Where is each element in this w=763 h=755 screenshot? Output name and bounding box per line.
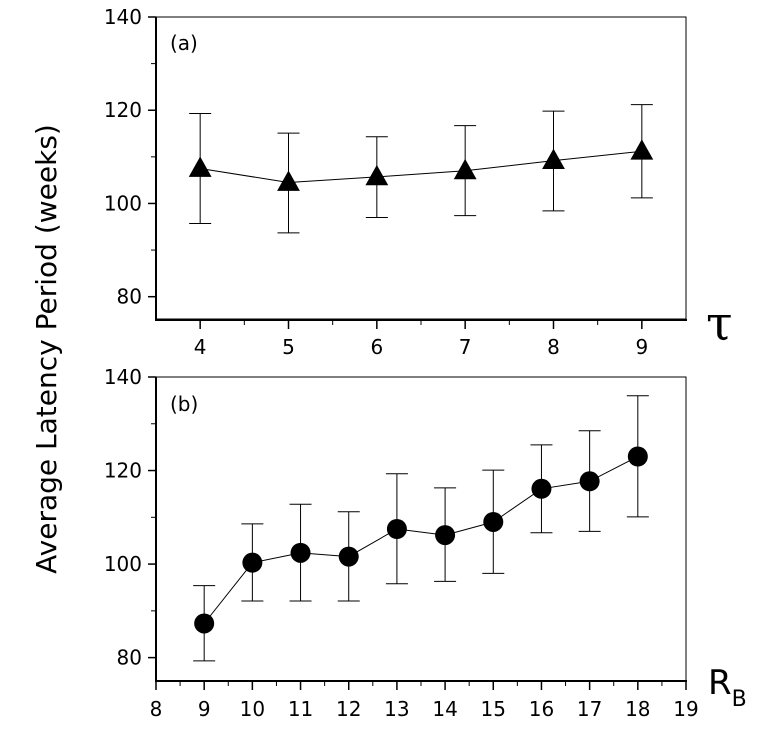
panel-b-x-tick-label: 18	[625, 697, 650, 721]
panel-b: 8 9 10 11 12 13 14 15 16 17 18 19 80 100 120 140 (b) RB	[104, 365, 747, 721]
panel-a-x-tick-label: 8	[547, 335, 560, 359]
panel-b-data-point	[338, 546, 359, 567]
panel-a-data-point	[630, 139, 654, 160]
panel-b-label: (b)	[170, 392, 198, 416]
panel-a-data-point	[188, 156, 212, 177]
panel-b-data-point	[579, 471, 600, 492]
panel-b-x-tick-label: 12	[336, 697, 361, 721]
panel-b-data-point	[290, 542, 311, 563]
panel-b-y-tick-label: 140	[104, 365, 142, 389]
panel-b-data-point	[242, 552, 263, 573]
panel-b-x-tick-label: 19	[673, 697, 698, 721]
panel-a: 4 5 6 7 8 9 80 100 120 140 (a) τ	[104, 5, 733, 359]
panel-b-data-point	[531, 478, 552, 499]
panel-a-y-tick-label: 80	[117, 285, 142, 309]
panel-b-x-axis-label-main: R	[708, 663, 732, 703]
panel-b-data-point	[435, 525, 456, 546]
panel-a-data-point	[542, 148, 565, 169]
panel-a-data-point	[453, 158, 477, 180]
panel-b-x-tick-label: 14	[432, 697, 457, 721]
y-axis-label: Average Latency Period (weeks)	[30, 124, 63, 574]
panel-b-x-tick-label: 17	[577, 697, 602, 721]
panel-b-x-tick-label: 13	[384, 697, 409, 721]
panel-a-y-tick-label: 100	[104, 191, 142, 215]
panel-b-x-tick-label: 11	[288, 697, 313, 721]
panel-b-data-point	[627, 446, 648, 467]
panel-b-data-point	[194, 613, 215, 634]
panel-a-y-tick-label: 140	[104, 5, 142, 29]
panel-a-y-tick-label: 120	[104, 98, 142, 122]
panel-a-data-point	[365, 164, 389, 186]
panel-b-x-axis-label: RB	[708, 663, 747, 712]
panel-a-x-tick-label: 9	[635, 335, 648, 359]
panel-b-x-tick-label: 10	[240, 697, 265, 721]
panel-b-data-point	[483, 511, 504, 532]
panel-a-x-tick-label: 4	[194, 335, 207, 359]
panel-b-data-point	[386, 519, 407, 539]
panel-a-data-point	[277, 170, 300, 191]
panel-b-series-line	[203, 456, 639, 624]
panel-b-x-tick-label: 9	[198, 697, 211, 721]
panel-b-y-tick-label: 120	[104, 459, 142, 483]
panel-b-y-tick-label: 80	[117, 646, 142, 670]
panel-b-x-tick-label: 16	[529, 697, 554, 721]
panel-a-series-line	[200, 150, 642, 184]
panel-a-x-tick-label: 5	[282, 335, 295, 359]
panel-a-x-tick-label: 6	[370, 335, 383, 359]
panel-b-x-tick-label: 8	[150, 697, 163, 721]
panel-b-y-tick-label: 100	[104, 552, 142, 576]
panel-a-x-tick-label: 7	[459, 335, 472, 359]
panel-b-x-tick-label: 15	[481, 697, 506, 721]
panel-a-label: (a)	[170, 31, 198, 55]
panel-b-x-axis-label-subscript: B	[732, 687, 747, 712]
panel-a-x-axis-label: τ	[706, 296, 733, 352]
